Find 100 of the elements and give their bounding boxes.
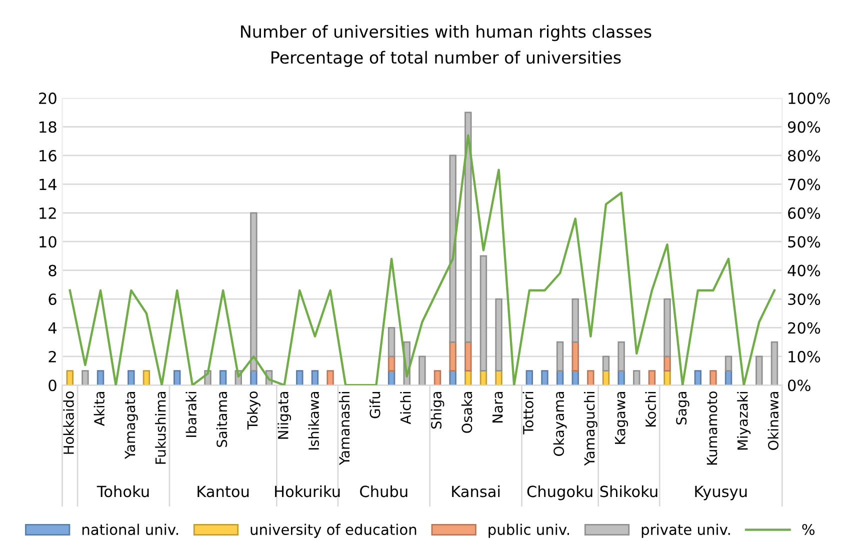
bar bbox=[449, 341, 456, 372]
bar bbox=[770, 341, 778, 386]
x-tick-label: Akita bbox=[94, 392, 105, 426]
bar bbox=[648, 370, 656, 386]
bar bbox=[664, 298, 671, 358]
legend-label: university of education bbox=[250, 524, 416, 538]
y-tick-label: 10 bbox=[40, 236, 56, 248]
bar bbox=[572, 370, 579, 386]
y-tick-label: 16 bbox=[40, 150, 56, 162]
bar bbox=[434, 370, 442, 386]
x-tick-label: Ishikawa bbox=[308, 392, 319, 450]
bar bbox=[495, 370, 502, 386]
y2-tick-label: 60% bbox=[788, 207, 820, 219]
x-tick-label: Saga bbox=[676, 392, 690, 424]
chart-title: Number of universities with human rights classes bbox=[241, 24, 652, 42]
bar bbox=[694, 370, 702, 386]
line-series bbox=[68, 134, 776, 386]
bar bbox=[633, 370, 640, 386]
x-tick-label: Gifu bbox=[370, 392, 380, 418]
text: Tohoku bbox=[96, 485, 149, 498]
y-tick-label: 2 bbox=[48, 350, 56, 362]
y-tick-label: 12 bbox=[40, 207, 56, 219]
x-tick-label: Okinawa bbox=[768, 392, 778, 450]
bar bbox=[464, 341, 472, 372]
legend-label: public univ. bbox=[488, 524, 569, 538]
bar bbox=[541, 370, 548, 386]
chart-subtitle: Percentage of total number of universities bbox=[272, 50, 621, 68]
y2-tick-label: 30% bbox=[788, 293, 820, 306]
bar bbox=[296, 370, 304, 386]
y-tick-label: 18 bbox=[40, 121, 56, 133]
text: Kyusyu bbox=[695, 486, 747, 500]
y-tick-label: 0 bbox=[48, 380, 56, 392]
y2-tick-label: 40% bbox=[788, 264, 820, 276]
x-tick-label: Saitama bbox=[216, 392, 228, 447]
x-tick-label: Fukushima bbox=[155, 392, 166, 464]
y2-tick-label: 0% bbox=[788, 380, 810, 392]
y2-tick-label: 70% bbox=[788, 178, 820, 190]
x-tick-label: Okayama bbox=[553, 392, 567, 456]
x-tick-label: Aichi bbox=[400, 392, 411, 424]
bar bbox=[250, 212, 258, 372]
bar bbox=[602, 356, 610, 372]
bar bbox=[495, 298, 502, 372]
y2-tick-label: 50% bbox=[788, 236, 820, 248]
bar bbox=[724, 356, 732, 372]
bar bbox=[418, 356, 426, 386]
x-tick-label: Miyazaki bbox=[737, 392, 751, 450]
x-tick-label: Hokkaido bbox=[63, 391, 74, 454]
bar bbox=[96, 370, 104, 386]
bar bbox=[219, 370, 227, 386]
x-tick-label: Niigata bbox=[278, 392, 292, 439]
y2-tick-label: 20% bbox=[788, 322, 820, 334]
bar bbox=[449, 370, 456, 386]
bar bbox=[556, 341, 564, 372]
y2-tick-label: 90% bbox=[788, 121, 820, 133]
legend-label: national univ. bbox=[82, 524, 178, 536]
x-tick-label: Nara bbox=[492, 392, 503, 422]
bar bbox=[311, 370, 319, 386]
y-tick-label: 6 bbox=[48, 293, 56, 306]
text: Kantou bbox=[198, 486, 249, 498]
text: Kansai bbox=[452, 485, 500, 498]
x-tick-label: Yamagata bbox=[124, 392, 138, 460]
bar bbox=[572, 298, 579, 343]
y2-tick-label: 100% bbox=[788, 92, 830, 104]
y-tick-label: 4 bbox=[48, 322, 57, 334]
bar bbox=[128, 370, 135, 386]
text: Shikoku bbox=[600, 485, 658, 498]
y-tick-label: 14 bbox=[40, 178, 57, 190]
bar bbox=[664, 370, 671, 386]
x-tick-label: Yamanashi bbox=[338, 392, 350, 466]
bar bbox=[664, 356, 671, 372]
x-tick-label: Kochi bbox=[645, 392, 656, 427]
y-tick-label: 8 bbox=[48, 264, 56, 276]
legend-label: % bbox=[802, 524, 814, 536]
bar bbox=[572, 341, 579, 372]
bar bbox=[480, 255, 488, 372]
bar bbox=[388, 327, 396, 358]
x-tick-label: Kagawa bbox=[615, 392, 628, 444]
x-tick-label: Tokyo bbox=[246, 391, 260, 430]
text: Chubu bbox=[360, 485, 408, 498]
bar bbox=[388, 356, 396, 372]
bar bbox=[756, 356, 763, 386]
x-tick-label: Shiga bbox=[430, 392, 444, 429]
bar bbox=[142, 370, 150, 386]
bar bbox=[618, 341, 625, 372]
bar bbox=[66, 370, 74, 386]
x-tick-label: Kumamoto bbox=[706, 391, 718, 465]
y-tick-label: 20 bbox=[39, 92, 56, 104]
bar bbox=[587, 370, 594, 386]
bar bbox=[710, 370, 717, 386]
y2-tick-label: 10% bbox=[788, 350, 820, 362]
bar bbox=[82, 370, 89, 386]
bar bbox=[526, 370, 534, 386]
bar bbox=[449, 154, 456, 343]
x-tick-label: Ibaraki bbox=[186, 392, 196, 437]
bar bbox=[174, 370, 181, 386]
y2-tick-label: 80% bbox=[788, 150, 820, 162]
bar bbox=[464, 112, 472, 343]
bar bbox=[618, 370, 625, 386]
bar bbox=[250, 370, 258, 386]
legend-label: private univ. bbox=[642, 524, 730, 538]
